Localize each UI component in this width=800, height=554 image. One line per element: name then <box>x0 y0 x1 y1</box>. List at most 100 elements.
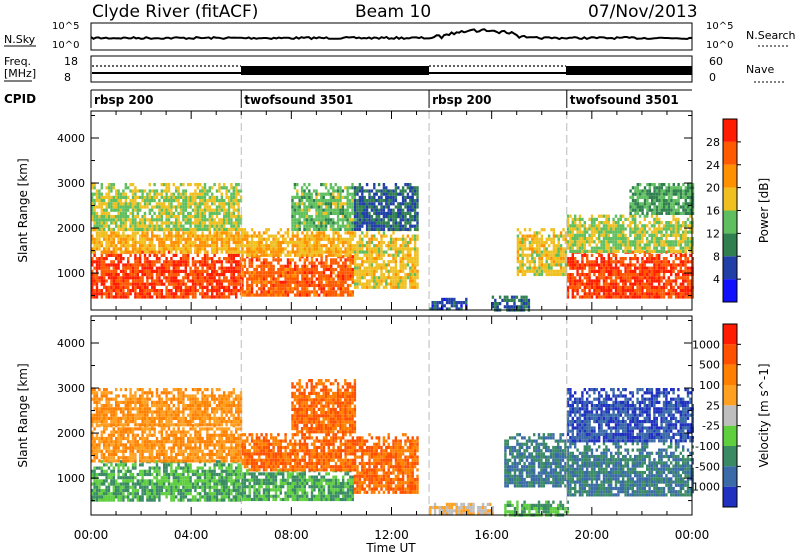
data-cell <box>346 258 350 262</box>
data-cell <box>394 199 398 203</box>
data-cell <box>629 240 632 244</box>
data-cell <box>392 279 395 283</box>
data-cell <box>310 261 314 265</box>
data-cell <box>230 257 233 261</box>
data-cell <box>571 273 574 277</box>
data-cell <box>375 192 378 196</box>
data-cell <box>127 260 130 264</box>
data-cell <box>617 221 620 225</box>
data-cell <box>361 272 364 277</box>
data-cell <box>322 267 326 272</box>
data-cell <box>361 205 364 209</box>
data-cell <box>279 280 282 284</box>
data-cell <box>646 230 649 234</box>
data-cell <box>317 227 321 231</box>
data-cell <box>143 215 147 219</box>
data-cell <box>605 227 608 231</box>
data-cell <box>389 269 393 273</box>
data-cell <box>112 183 115 187</box>
data-cell <box>638 246 642 250</box>
data-cell <box>377 189 381 193</box>
data-cell <box>308 283 311 288</box>
data-cell <box>550 266 553 270</box>
data-cell <box>334 261 338 265</box>
data-cell <box>148 253 151 257</box>
data-cell <box>325 237 328 241</box>
data-cell <box>103 218 106 222</box>
data-cell <box>595 246 598 250</box>
data-cell <box>241 274 244 278</box>
data-cell <box>291 277 294 281</box>
data-cell <box>243 293 247 297</box>
data-cell <box>610 282 613 286</box>
data-cell <box>547 266 551 270</box>
data-cell <box>646 279 649 283</box>
data-cell <box>682 276 685 280</box>
data-cell <box>167 208 171 212</box>
data-cell <box>184 269 187 273</box>
data-cell <box>167 199 171 203</box>
data-cell <box>230 253 233 257</box>
data-cell <box>298 293 302 297</box>
data-cell <box>624 237 627 241</box>
data-cell <box>368 250 371 254</box>
data-cell <box>277 277 280 281</box>
data-cell <box>634 253 637 257</box>
data-cell <box>576 233 579 237</box>
data-cell <box>196 211 199 215</box>
data-cell <box>614 246 618 250</box>
data-cell <box>322 283 326 288</box>
data-cell <box>658 292 661 296</box>
data-cell <box>294 283 297 288</box>
data-cell <box>557 240 560 245</box>
data-cell <box>353 202 357 206</box>
data-cell <box>667 269 670 273</box>
data-cell <box>574 237 577 241</box>
data-cell <box>528 228 532 232</box>
data-cell <box>612 266 615 270</box>
data-cell <box>320 211 323 215</box>
data-cell <box>91 227 94 231</box>
data-cell <box>289 277 292 281</box>
data-cell <box>227 279 231 283</box>
data-cell <box>93 218 96 222</box>
data-cell <box>131 199 135 203</box>
data-cell <box>325 274 328 278</box>
data-cell <box>342 255 345 259</box>
data-cell <box>578 276 582 280</box>
data-cell <box>175 282 178 286</box>
data-cell <box>112 234 115 238</box>
data-cell <box>607 249 610 253</box>
data-cell <box>598 249 601 253</box>
data-cell <box>605 246 608 250</box>
data-cell <box>215 295 219 299</box>
data-cell <box>368 282 371 286</box>
data-cell <box>163 205 166 209</box>
data-cell <box>274 244 278 248</box>
data-cell <box>129 218 132 222</box>
data-cell <box>349 261 352 265</box>
data-cell <box>187 253 190 257</box>
data-cell <box>122 202 125 206</box>
data-cell <box>684 266 687 270</box>
data-cell <box>103 292 106 296</box>
data-cell <box>124 195 127 199</box>
data-cell <box>110 183 113 187</box>
data-cell <box>332 244 335 248</box>
data-cell <box>208 263 211 267</box>
data-cell <box>172 205 175 209</box>
data-cell <box>160 292 163 296</box>
data-cell <box>523 234 527 238</box>
data-cell <box>201 289 204 293</box>
data-cell <box>220 269 223 273</box>
data-cell <box>607 240 610 244</box>
data-cell <box>199 269 202 273</box>
data-cell <box>215 269 219 273</box>
data-cell <box>189 211 192 215</box>
data-cell <box>131 279 135 283</box>
data-cell <box>658 269 661 273</box>
data-cell <box>215 247 219 251</box>
data-cell <box>525 295 528 299</box>
data-cell <box>533 269 536 273</box>
data-cell <box>235 276 238 280</box>
